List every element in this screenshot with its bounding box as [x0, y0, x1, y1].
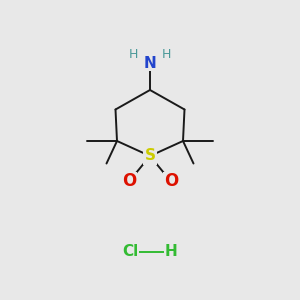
Text: H: H — [129, 47, 138, 61]
Text: S: S — [145, 148, 155, 164]
Text: O: O — [164, 172, 178, 190]
Text: N: N — [144, 56, 156, 70]
Text: Cl: Cl — [122, 244, 139, 260]
Text: H: H — [162, 47, 171, 61]
Text: O: O — [122, 172, 136, 190]
Text: H: H — [165, 244, 177, 260]
